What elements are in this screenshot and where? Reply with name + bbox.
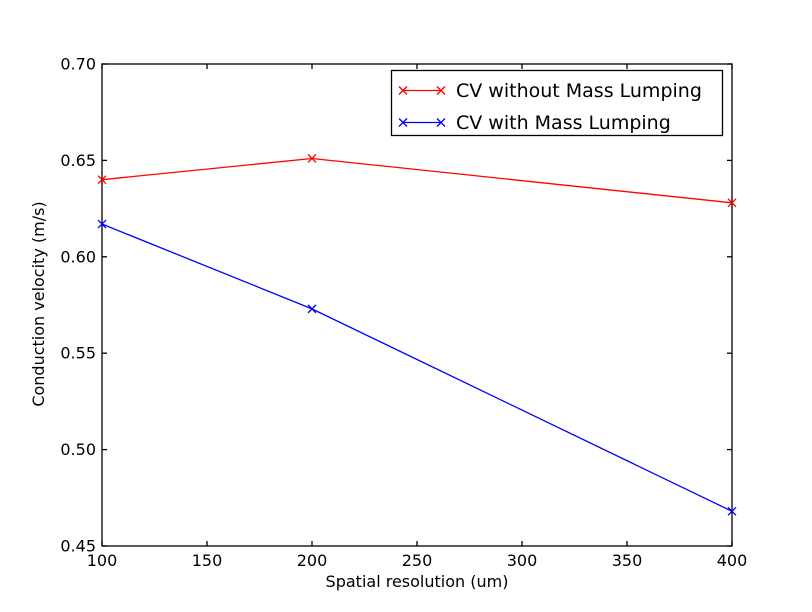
legend-marker-0 xyxy=(436,86,446,95)
x-tick-label: 400 xyxy=(717,551,748,570)
x-tick-label: 350 xyxy=(612,551,643,570)
data-point-marker-1 xyxy=(307,304,317,314)
data-point-marker-0 xyxy=(727,198,737,208)
legend-box xyxy=(390,69,724,137)
legend-marker-0 xyxy=(398,86,408,95)
data-point-marker-0 xyxy=(97,175,107,185)
plot-area: 100 150 200 250 300 350 400 0.45 0.50 0.55 0.60 0.6… xyxy=(60,55,747,571)
y-tick-label: 0.50 xyxy=(60,440,96,459)
x-axis-label: Spatial resolution (um) xyxy=(326,572,509,591)
y-tick-label: 0.70 xyxy=(60,55,96,74)
y-axis-label: Conduction velocity (m/s) xyxy=(29,201,48,406)
y-tick-label: 0.60 xyxy=(60,247,96,266)
y-tick-label: 0.65 xyxy=(60,151,96,170)
x-tick-label: 250 xyxy=(402,551,433,570)
legend-label-1: CV with Mass Lumping xyxy=(456,112,671,134)
series-line-0 xyxy=(101,157,733,204)
plot-border xyxy=(101,63,733,547)
x-tick-label: 200 xyxy=(297,551,328,570)
y-tick-label: 0.45 xyxy=(60,537,96,556)
legend-label-0: CV without Mass Lumping xyxy=(456,80,702,102)
legend-marker-1 xyxy=(436,118,446,127)
series-line-1 xyxy=(101,223,733,512)
legend: CV without Mass Lumping CV with Mass Lump… xyxy=(390,69,724,137)
data-point-marker-0 xyxy=(307,154,317,163)
x-tick-label: 100 xyxy=(87,551,118,570)
x-tick-label: 150 xyxy=(192,551,223,570)
legend-marker-1 xyxy=(398,118,408,127)
y-tick-label: 0.55 xyxy=(60,344,96,363)
x-tick-label: 300 xyxy=(507,551,538,570)
data-point-marker-1 xyxy=(727,506,737,516)
data-point-marker-1 xyxy=(97,219,107,229)
